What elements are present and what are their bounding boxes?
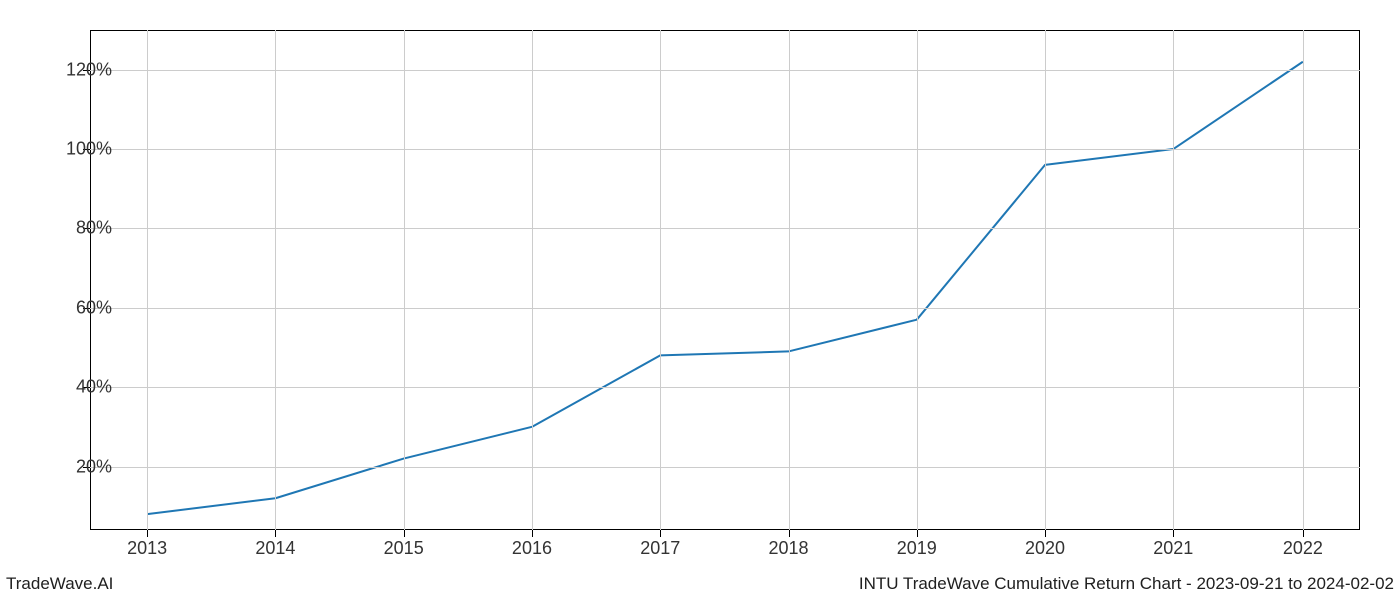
x-tick-mark [1173, 530, 1174, 537]
y-tick-label: 100% [52, 139, 112, 160]
x-tick-label: 2014 [255, 538, 295, 559]
x-tick-mark [1045, 530, 1046, 537]
x-tick-label: 2015 [384, 538, 424, 559]
gridline-horizontal [90, 308, 1360, 309]
gridline-vertical [1303, 30, 1304, 530]
x-tick-mark [660, 530, 661, 537]
gridline-vertical [275, 30, 276, 530]
chart-plot-area [90, 30, 1360, 530]
gridline-horizontal [90, 70, 1360, 71]
x-tick-label: 2020 [1025, 538, 1065, 559]
x-tick-label: 2022 [1283, 538, 1323, 559]
x-tick-mark [532, 530, 533, 537]
caption-right: INTU TradeWave Cumulative Return Chart -… [859, 574, 1394, 594]
x-tick-mark [917, 530, 918, 537]
gridline-vertical [917, 30, 918, 530]
line-series [147, 62, 1303, 514]
gridline-vertical [1045, 30, 1046, 530]
x-tick-mark [1303, 530, 1304, 537]
y-tick-label: 80% [52, 218, 112, 239]
gridline-horizontal [90, 387, 1360, 388]
gridline-vertical [789, 30, 790, 530]
gridline-horizontal [90, 149, 1360, 150]
gridline-vertical [404, 30, 405, 530]
x-tick-label: 2016 [512, 538, 552, 559]
watermark-left: TradeWave.AI [6, 574, 113, 594]
x-tick-mark [789, 530, 790, 537]
y-tick-label: 40% [52, 377, 112, 398]
x-tick-label: 2021 [1153, 538, 1193, 559]
y-tick-label: 120% [52, 59, 112, 80]
gridline-horizontal [90, 228, 1360, 229]
x-tick-label: 2013 [127, 538, 167, 559]
gridline-vertical [532, 30, 533, 530]
y-tick-label: 60% [52, 297, 112, 318]
x-tick-mark [404, 530, 405, 537]
x-tick-label: 2017 [640, 538, 680, 559]
x-tick-label: 2018 [768, 538, 808, 559]
gridline-horizontal [90, 467, 1360, 468]
x-tick-mark [147, 530, 148, 537]
x-tick-label: 2019 [897, 538, 937, 559]
gridline-vertical [147, 30, 148, 530]
x-tick-mark [275, 530, 276, 537]
line-series-svg [90, 30, 1360, 530]
y-tick-label: 20% [52, 456, 112, 477]
gridline-vertical [1173, 30, 1174, 530]
gridline-vertical [660, 30, 661, 530]
